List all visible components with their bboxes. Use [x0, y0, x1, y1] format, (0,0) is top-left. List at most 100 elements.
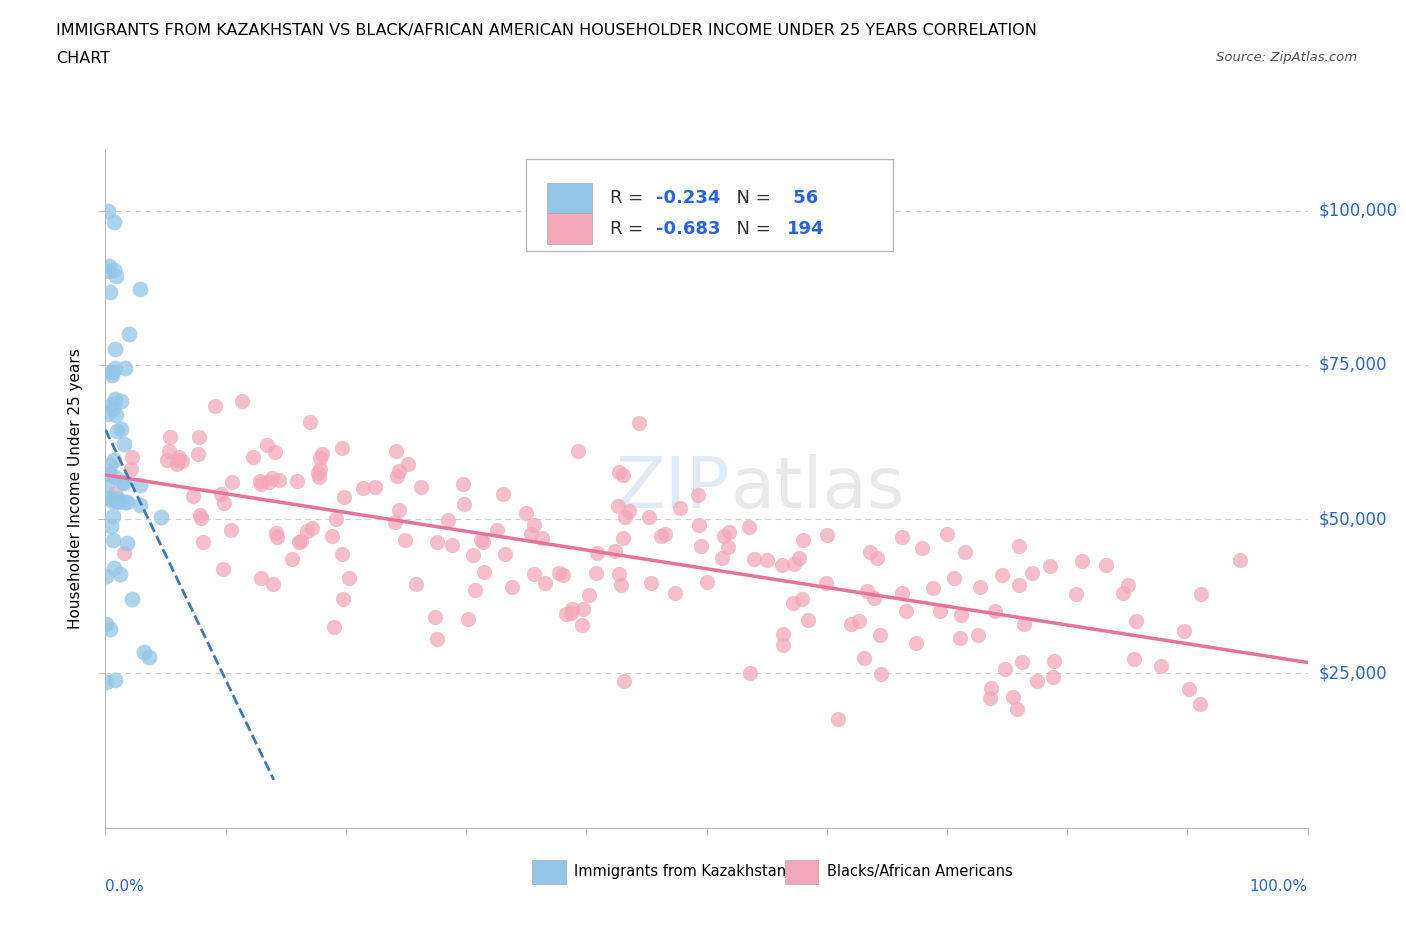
Point — [548, 565, 571, 580]
Point — [890, 585, 912, 600]
Point — [494, 546, 516, 561]
Point — [157, 444, 180, 458]
Point — [792, 533, 814, 548]
Point — [269, 473, 291, 488]
Point — [612, 468, 634, 483]
Point — [101, 533, 124, 548]
Point — [308, 451, 330, 466]
Point — [96, 477, 118, 492]
Text: -0.683: -0.683 — [657, 219, 720, 237]
Point — [717, 525, 740, 540]
Point — [103, 453, 125, 468]
Point — [98, 259, 121, 273]
Point — [191, 535, 214, 550]
Point — [572, 602, 595, 617]
Point — [167, 449, 190, 464]
Point — [385, 444, 408, 458]
Point — [1229, 552, 1251, 567]
Point — [839, 617, 862, 631]
Point — [560, 605, 582, 620]
Point — [869, 628, 891, 643]
Point — [501, 579, 523, 594]
Point — [149, 510, 172, 525]
Point — [231, 394, 253, 409]
Point — [159, 429, 181, 444]
Point — [172, 453, 194, 468]
Point — [738, 520, 761, 535]
Point — [1012, 617, 1035, 631]
FancyBboxPatch shape — [526, 159, 893, 251]
Text: atlas: atlas — [731, 454, 905, 523]
Point — [103, 492, 125, 507]
Point — [114, 495, 136, 510]
Point — [129, 281, 152, 296]
Point — [1094, 558, 1116, 573]
Text: 100.0%: 100.0% — [1250, 879, 1308, 894]
Point — [1039, 559, 1062, 574]
Point — [1125, 614, 1147, 629]
Point — [112, 546, 135, 561]
Point — [290, 533, 312, 548]
Point — [129, 477, 152, 492]
Point — [101, 494, 124, 509]
Point — [330, 547, 353, 562]
Point — [486, 523, 509, 538]
Point — [471, 534, 494, 549]
Point — [943, 571, 966, 586]
Point — [696, 575, 718, 590]
Point — [1042, 654, 1064, 669]
Point — [308, 470, 330, 485]
Point — [654, 526, 676, 541]
Point — [332, 441, 354, 456]
Point — [112, 475, 135, 490]
Point — [96, 674, 118, 689]
Text: $75,000: $75,000 — [1319, 356, 1388, 374]
Point — [333, 490, 356, 505]
Point — [1150, 658, 1173, 673]
Point — [470, 532, 492, 547]
Point — [166, 452, 188, 467]
Point — [716, 539, 738, 554]
Point — [756, 552, 779, 567]
Point — [984, 604, 1007, 618]
Point — [166, 457, 188, 472]
Point — [650, 528, 672, 543]
Point — [1005, 702, 1028, 717]
Point — [567, 444, 589, 458]
Y-axis label: Householder Income Under 25 years: Householder Income Under 25 years — [67, 348, 83, 629]
Point — [856, 583, 879, 598]
Point — [115, 495, 138, 510]
Point — [1021, 565, 1043, 580]
Point — [1064, 587, 1087, 602]
Point — [474, 565, 496, 579]
Point — [1122, 652, 1144, 667]
Point — [250, 477, 273, 492]
Point — [111, 474, 134, 489]
Point — [1189, 696, 1212, 711]
Text: CHART: CHART — [56, 51, 110, 66]
Point — [436, 512, 458, 527]
Point — [105, 408, 128, 423]
Point — [1118, 578, 1140, 592]
Point — [994, 662, 1017, 677]
Point — [772, 626, 794, 641]
Text: N =: N = — [724, 219, 776, 237]
Point — [612, 530, 634, 545]
Point — [221, 475, 243, 490]
Text: -0.234: -0.234 — [657, 189, 720, 207]
Text: $25,000: $25,000 — [1319, 664, 1388, 683]
Point — [110, 393, 132, 408]
Point — [307, 466, 329, 481]
Point — [613, 673, 636, 688]
Point — [105, 490, 128, 505]
Point — [1002, 689, 1025, 704]
Point — [264, 525, 287, 540]
Point — [187, 430, 209, 445]
Point — [100, 365, 122, 379]
Point — [257, 474, 280, 489]
Point — [815, 527, 838, 542]
Point — [979, 690, 1001, 705]
Point — [98, 458, 121, 472]
Point — [103, 262, 125, 277]
Point — [848, 614, 870, 629]
